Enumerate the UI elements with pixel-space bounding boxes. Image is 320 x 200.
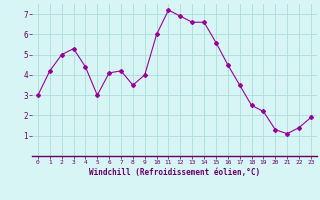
X-axis label: Windchill (Refroidissement éolien,°C): Windchill (Refroidissement éolien,°C): [89, 168, 260, 177]
